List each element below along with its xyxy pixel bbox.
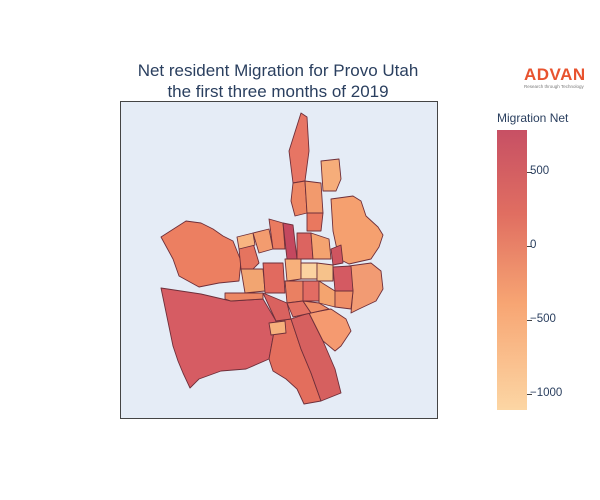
map-region[interactable] [296,232,314,260]
map-region[interactable] [330,244,344,266]
map-region[interactable] [308,308,352,352]
map-region[interactable] [268,218,286,250]
colorbar-gradient [497,130,527,410]
map-region[interactable] [262,292,292,322]
map-region[interactable] [302,280,320,302]
map-plot-area[interactable] [120,101,438,419]
map-region[interactable] [160,220,242,288]
map-region[interactable] [310,232,332,260]
map-region[interactable] [284,280,304,304]
colorbar-title: Migration Net [497,111,569,125]
chart-title-line-2: the first three months of 2019 [167,82,389,101]
map-region[interactable] [290,180,308,217]
colorbar-tick-label: 500 [530,165,550,177]
map-region[interactable] [224,292,264,302]
colorbar-tick-mark [527,394,532,395]
colorbar-tick-label: −1000 [530,387,563,399]
map-region[interactable] [320,158,342,192]
map-region[interactable] [348,262,384,314]
colorbar-tick-mark [527,172,532,173]
map-region[interactable] [236,232,256,250]
choropleth-map[interactable] [121,102,438,419]
chart-title: Net resident Migration for Provo Utah th… [100,60,456,102]
map-region[interactable] [262,262,286,294]
map-region[interactable] [282,222,298,260]
map-region[interactable] [318,280,336,308]
map-region[interactable] [300,262,318,280]
colorbar-tick-label: 0 [530,239,537,251]
map-region[interactable] [334,290,354,310]
map-region[interactable] [288,112,310,184]
map-region[interactable] [268,320,287,336]
map-region[interactable] [332,265,354,292]
logo-wordmark: ADVAN [524,65,586,84]
advan-logo: ADVAN Research through Technology [524,66,594,90]
logo-tagline: Research through Technology [524,84,584,89]
colorbar-tick-mark [527,246,532,247]
map-region[interactable] [316,262,334,282]
chart-title-line-1: Net resident Migration for Provo Utah [137,61,419,80]
map-region[interactable] [252,228,274,254]
map-region[interactable] [302,300,330,314]
map-region[interactable] [240,268,266,294]
colorbar-tick-label: −500 [530,313,556,325]
map-region[interactable] [304,180,324,214]
map-region[interactable] [160,287,277,389]
map-region[interactable] [306,212,324,232]
colorbar-tick-mark [527,320,532,321]
map-region[interactable] [284,258,302,282]
